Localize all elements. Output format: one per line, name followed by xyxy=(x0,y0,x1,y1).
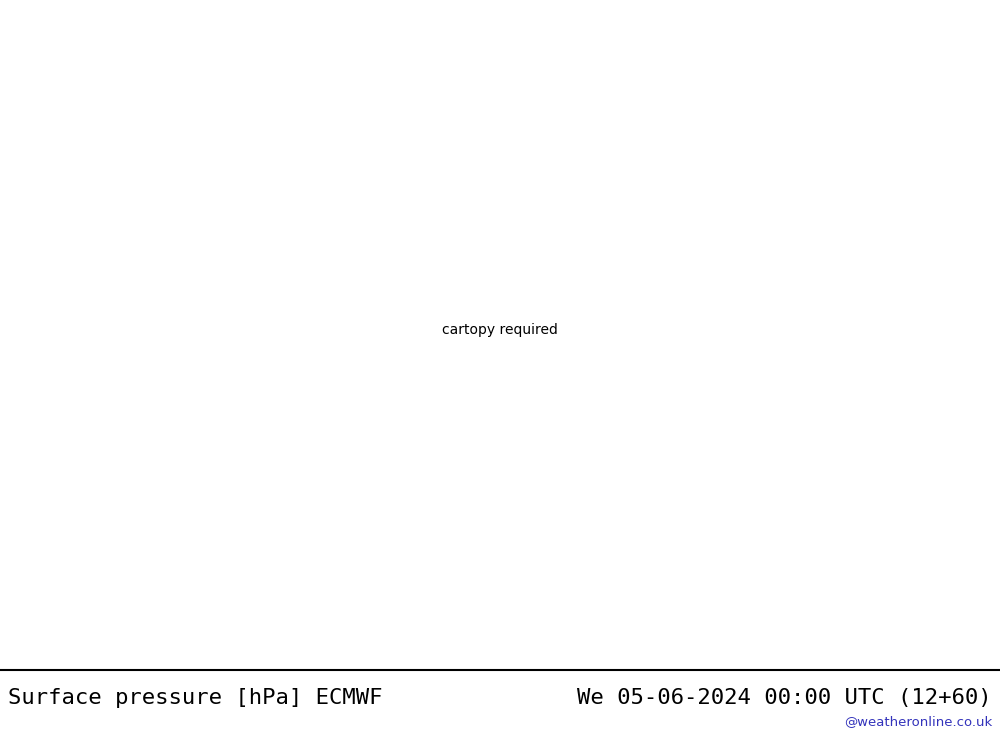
Text: @weatheronline.co.uk: @weatheronline.co.uk xyxy=(844,715,992,728)
Text: Surface pressure [hPa] ECMWF: Surface pressure [hPa] ECMWF xyxy=(8,688,382,708)
Text: cartopy required: cartopy required xyxy=(442,323,558,336)
Text: We 05-06-2024 00:00 UTC (12+60): We 05-06-2024 00:00 UTC (12+60) xyxy=(577,688,992,708)
